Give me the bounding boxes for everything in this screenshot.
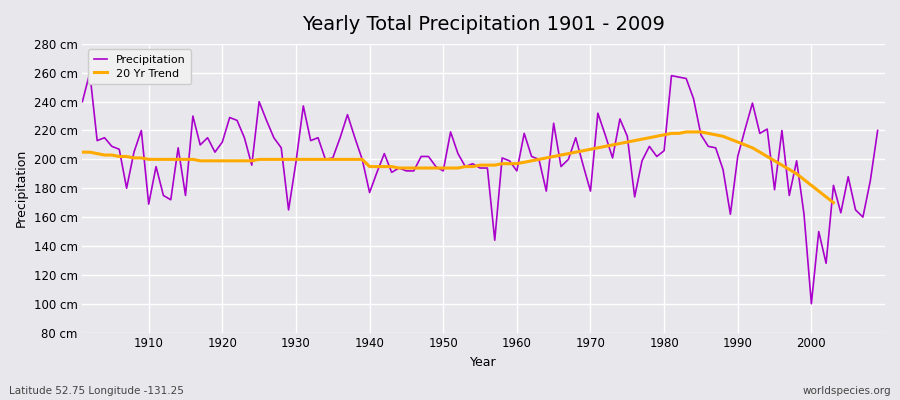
Precipitation — [143, 202, 154, 206]
Precipitation — [511, 168, 522, 173]
Text: worldspecies.org: worldspecies.org — [803, 386, 891, 396]
20 Yr Trend — [342, 157, 353, 162]
20 Yr Trend — [599, 144, 610, 149]
Precipitation — [349, 135, 360, 140]
20 Yr Trend — [77, 150, 88, 154]
Precipitation — [518, 131, 529, 136]
Line: Precipitation: Precipitation — [83, 73, 878, 304]
Legend: Precipitation, 20 Yr Trend: Precipitation, 20 Yr Trend — [88, 50, 191, 84]
20 Yr Trend — [298, 157, 309, 162]
Precipitation — [85, 70, 95, 75]
Precipitation — [77, 99, 88, 104]
20 Yr Trend — [136, 156, 147, 160]
Y-axis label: Precipitation: Precipitation — [15, 149, 28, 227]
Precipitation — [608, 156, 618, 160]
Precipitation — [305, 138, 316, 143]
Precipitation — [872, 128, 883, 133]
Precipitation — [806, 301, 817, 306]
Line: 20 Yr Trend: 20 Yr Trend — [83, 132, 833, 203]
Text: Latitude 52.75 Longitude -131.25: Latitude 52.75 Longitude -131.25 — [9, 386, 184, 396]
X-axis label: Year: Year — [471, 356, 497, 369]
Title: Yearly Total Precipitation 1901 - 2009: Yearly Total Precipitation 1901 - 2009 — [302, 15, 665, 34]
20 Yr Trend — [511, 161, 522, 166]
20 Yr Trend — [504, 161, 515, 166]
